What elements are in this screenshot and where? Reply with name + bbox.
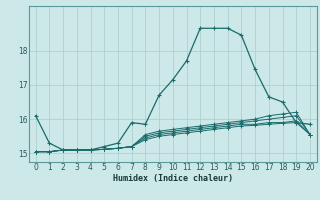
X-axis label: Humidex (Indice chaleur): Humidex (Indice chaleur): [113, 174, 233, 183]
